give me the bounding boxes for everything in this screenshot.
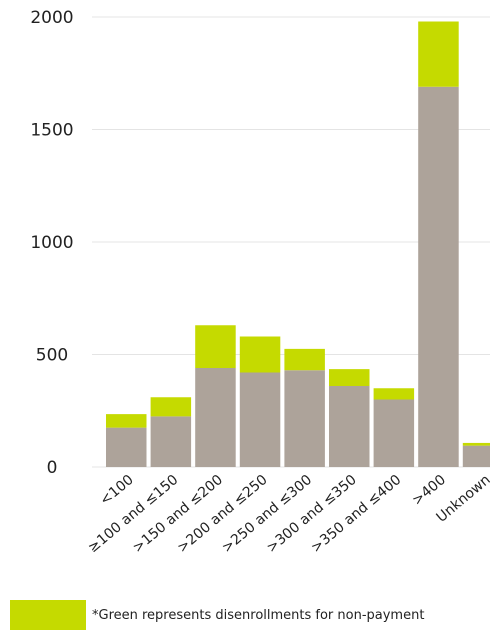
bar-segment-base bbox=[329, 386, 370, 467]
bars bbox=[106, 21, 490, 467]
legend-swatch bbox=[10, 600, 86, 630]
y-tick-label: 2000 bbox=[30, 8, 73, 28]
bar-segment-green bbox=[106, 414, 147, 428]
y-axis-tick-labels: 0 500 1000 1500 2000 bbox=[30, 8, 73, 478]
y-tick-label: 500 bbox=[36, 346, 68, 366]
x-axis-tick-labels: <100≥100 and ≤150>150 and ≤200>200 and ≤… bbox=[85, 472, 490, 556]
bar-segment-green bbox=[462, 442, 490, 446]
y-tick-label: 1000 bbox=[30, 233, 73, 253]
bar-segment-base bbox=[284, 370, 325, 467]
bar-segment-base bbox=[106, 427, 147, 467]
bar-segment-base bbox=[418, 86, 459, 467]
bar-segment-green bbox=[284, 348, 325, 371]
bar-segment-green bbox=[329, 369, 370, 386]
bar-segment-base bbox=[239, 372, 281, 467]
legend: *Green represents disenrollments for non… bbox=[10, 600, 424, 630]
bar-segment-green bbox=[373, 388, 415, 400]
bar-segment-green bbox=[418, 21, 459, 87]
y-tick-label: 1500 bbox=[30, 121, 73, 141]
bar-segment-green bbox=[150, 397, 192, 417]
bar-chart: 0 500 1000 1500 2000 <100≥100 and ≤150>150 a… bbox=[30, 8, 490, 556]
bar-segment-base bbox=[150, 416, 192, 467]
y-tick-label: 0 bbox=[47, 458, 58, 478]
bar-segment-base bbox=[195, 368, 236, 467]
x-tick-label: <100 bbox=[97, 472, 137, 509]
legend-text: *Green represents disenrollments for non… bbox=[92, 607, 425, 623]
bar-segment-green bbox=[239, 336, 281, 373]
bar-segment-base bbox=[373, 399, 415, 467]
x-tick-label: >400 bbox=[409, 472, 449, 509]
bar-segment-base bbox=[462, 445, 490, 467]
bar-segment-green bbox=[195, 325, 236, 368]
